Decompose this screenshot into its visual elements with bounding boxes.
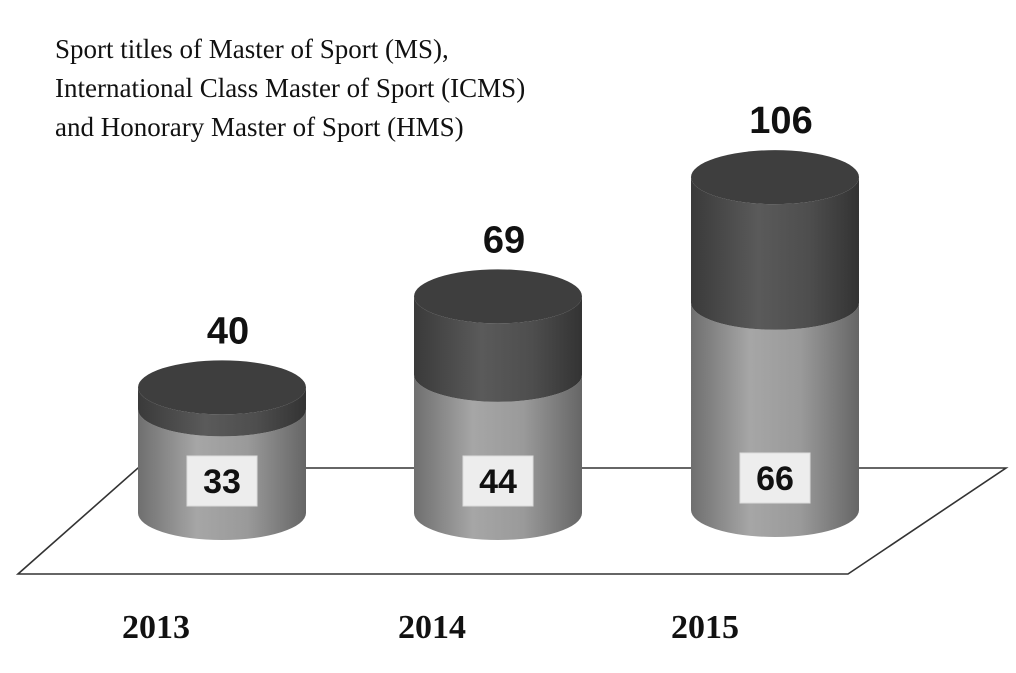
- inner-value-label-2013: 33: [203, 463, 241, 501]
- total-value-label-2014: 69: [483, 219, 525, 261]
- title-line-3: and Honorary Master of Sport (HMS): [55, 112, 464, 142]
- cylinder-2014: 44 69: [414, 219, 582, 540]
- cylinder-2015: 66 106: [691, 100, 859, 537]
- bar-lower-2015: [691, 302, 859, 537]
- cylinder-series: 33 40 44 69 66 106: [138, 100, 859, 540]
- inner-label-box-2014: [462, 455, 534, 507]
- bar-upper-2014: [414, 296, 582, 402]
- bar-upper-2013: [138, 387, 306, 437]
- bar-top-cap-2014: [414, 269, 582, 324]
- x-axis-labels: 2013 2014 2015: [122, 609, 739, 646]
- year-label-2013: 2013: [122, 609, 190, 646]
- chart-title: Sport titles of Master of Sport (MS), In…: [55, 34, 525, 142]
- bar-top-cap-2013: [138, 360, 306, 415]
- inner-label-box-2013: [186, 455, 258, 507]
- total-value-label-2015: 106: [749, 100, 812, 142]
- bar-top-cap-2015: [691, 150, 859, 205]
- inner-label-box-2015: [739, 452, 811, 504]
- bar-upper-2015: [691, 177, 859, 330]
- cylinder-2013: 33 40: [138, 310, 306, 540]
- title-line-2: International Class Master of Sport (ICM…: [55, 73, 525, 103]
- inner-value-label-2015: 66: [756, 460, 794, 498]
- title-line-1: Sport titles of Master of Sport (MS),: [55, 34, 449, 64]
- year-label-2015: 2015: [671, 609, 739, 646]
- inner-value-label-2014: 44: [479, 463, 517, 501]
- year-label-2014: 2014: [398, 609, 466, 646]
- total-value-label-2013: 40: [207, 310, 249, 352]
